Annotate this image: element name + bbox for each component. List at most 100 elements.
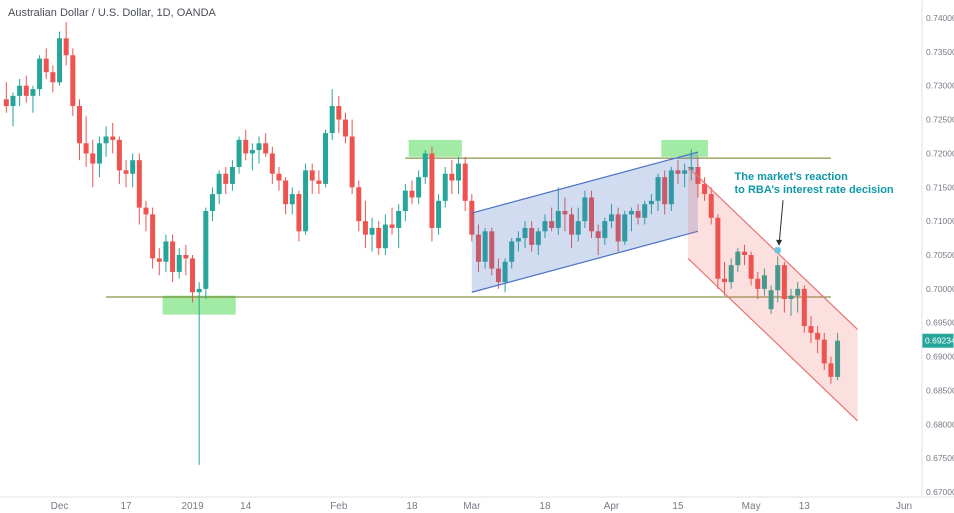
annotation-arrow [778, 200, 784, 245]
candle [615, 207, 621, 252]
time-tick-label: Apr [604, 501, 620, 512]
price-tick-label: 0.67500 [926, 453, 954, 463]
candle [748, 251, 754, 286]
candle [821, 332, 827, 371]
candle [761, 268, 767, 296]
candle [283, 177, 289, 215]
candle [449, 160, 455, 195]
candle [43, 48, 49, 79]
candle [402, 183, 408, 222]
candle [163, 234, 169, 272]
candle [469, 194, 475, 242]
candle [535, 227, 541, 255]
candle [702, 177, 708, 201]
price-tick-label: 0.72000 [926, 148, 954, 158]
candle [409, 180, 415, 205]
candle [23, 75, 29, 103]
candle [37, 55, 43, 96]
candle [323, 129, 329, 188]
resistance-zone-apr[interactable] [661, 139, 708, 157]
candle [648, 194, 654, 215]
time-tick-label: 14 [240, 501, 252, 512]
candle [296, 190, 302, 242]
candle [130, 153, 136, 188]
candle [662, 170, 668, 215]
candle [342, 112, 348, 144]
candle [655, 173, 661, 211]
time-axis[interactable]: Dec 17 2019 14 Feb 18 Mar 18 Apr 15 May 13 Jun [51, 501, 913, 512]
candle [735, 248, 741, 272]
candle [728, 258, 734, 289]
candle [589, 190, 595, 239]
candle [462, 156, 468, 211]
time-tick-label: Dec [51, 501, 69, 512]
time-tick-label: Feb [330, 501, 348, 512]
candle [522, 221, 528, 249]
candle [336, 95, 342, 134]
candle [209, 187, 215, 222]
candle [136, 153, 142, 225]
candle [688, 149, 694, 181]
candle [668, 166, 674, 211]
candle [529, 221, 535, 252]
ascending-channel[interactable] [471, 151, 699, 293]
candle [482, 227, 488, 269]
candle [495, 258, 501, 289]
candle [549, 207, 555, 232]
candle [795, 282, 801, 313]
candle [642, 200, 648, 225]
price-tick-label: 0.71500 [926, 182, 954, 192]
candle [369, 217, 375, 252]
price-axis[interactable]: 0.74000 0.73500 0.73000 0.72500 0.72000 0.715… [926, 13, 954, 497]
candle [50, 65, 56, 93]
rba-reaction-marker[interactable] [774, 247, 781, 254]
candle [569, 207, 575, 249]
price-tick-label: 0.73500 [926, 47, 954, 57]
candle [768, 285, 774, 314]
candle [150, 207, 156, 269]
candle [456, 156, 462, 195]
price-tick-label: 0.69000 [926, 352, 954, 362]
candle [489, 227, 495, 276]
candle [269, 146, 275, 184]
candle [236, 136, 242, 174]
candle [190, 255, 196, 303]
time-tick-label: 17 [120, 501, 132, 512]
price-tick-label: 0.71000 [926, 216, 954, 226]
candle [675, 160, 681, 184]
last-price-badge: 0.69234 [922, 333, 954, 348]
candle [256, 136, 262, 164]
time-tick-label: 13 [799, 501, 811, 512]
symbol-legend[interactable]: Australian Dollar / U.S. Dollar, 1D, OAN… [8, 7, 216, 19]
price-tick-label: 0.72500 [926, 115, 954, 125]
candle [110, 122, 116, 154]
candle [329, 89, 335, 140]
price-tick-label: 0.70500 [926, 250, 954, 260]
candle [475, 224, 481, 272]
candle [303, 163, 309, 235]
time-tick-label: 15 [672, 501, 684, 512]
candle [416, 170, 422, 205]
resistance-zone-feb[interactable] [408, 139, 462, 157]
candle [788, 288, 794, 316]
candle [622, 210, 628, 245]
price-tick-label: 0.69500 [926, 318, 954, 328]
candle [781, 261, 787, 313]
price-tick-label: 0.74000 [926, 13, 954, 23]
rba-annotation-text[interactable]: to RBA’s interest rate decision [735, 184, 894, 196]
candle [309, 163, 315, 195]
descending-channel[interactable] [687, 166, 858, 422]
candle [243, 129, 249, 161]
candle [316, 170, 322, 195]
rba-annotation-text[interactable]: The market’s reaction [735, 171, 849, 183]
candle [223, 166, 229, 195]
candle [276, 166, 282, 191]
candle [103, 126, 109, 157]
candle [722, 261, 728, 296]
candle [382, 214, 388, 255]
price-tick-label: 0.68000 [926, 419, 954, 429]
candle [70, 48, 76, 117]
